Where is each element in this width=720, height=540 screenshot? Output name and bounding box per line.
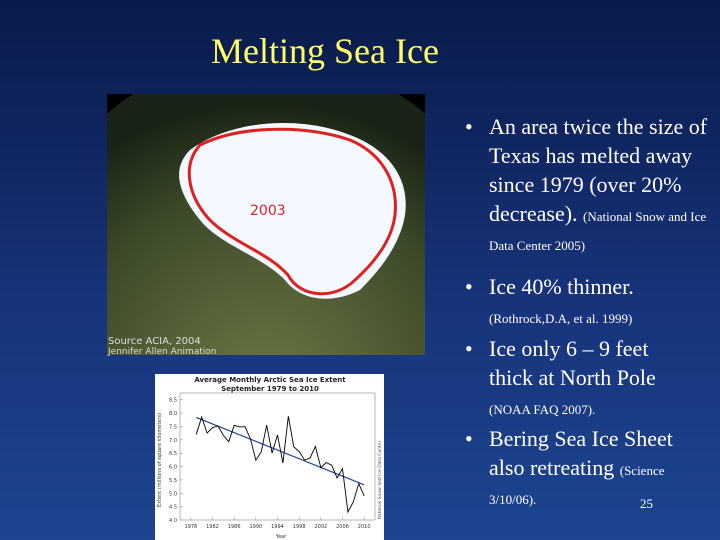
y-tick-label: 6.0 [169,465,177,471]
bullet-text: Ice only 6 – 9 feet thick at North Pole [489,336,656,390]
bullet: • Bering Sea Ice Sheet also retreating (S… [465,426,673,507]
bullet-text: Bering Sea Ice Sheet also retreating [489,426,673,480]
chart-note: National Snow and Ice Data Center [377,440,383,519]
x-tick-label: 2006 [336,524,349,530]
bullet: • An area twice the size of Texas has mel… [465,114,708,253]
y-tick-label: 7.5 [169,424,177,430]
y-tick-label: 6.5 [169,451,177,457]
bullet-source: (Rothrock,D.A, et al. 1999) [489,311,633,326]
y-tick-label: 8.0 [169,411,177,417]
x-tick-label: 1978 [184,524,197,530]
bullet: • Ice only 6 – 9 feet thick at North Pole… [465,336,656,417]
x-tick-label: 1982 [206,524,219,530]
bullet-text: Ice 40% thinner. [489,274,634,299]
x-tick-label: 1986 [228,524,241,530]
y-tick-label: 5.5 [169,478,177,484]
y-tick-label: 8.5 [169,398,177,404]
x-tick-label: 2010 [358,524,371,530]
y-axis-label: Extent (millions of square kilometers) [157,413,163,507]
bullet: • Ice 40% thinner. (Rothrock,D.A, et al. 1… [465,274,634,326]
x-tick-label: 2002 [314,524,327,530]
bullet-source: (National Snow and Ice Data Center 2005) [489,209,707,253]
x-tick-label: 1998 [293,524,306,530]
globe-credit: Jennifer Allen Animation [107,347,217,357]
page-number: 25 [640,496,653,511]
x-tick-label: 1990 [249,524,262,530]
x-tick-label: 1994 [271,524,284,530]
inset-chart: Average Monthly Arctic Sea Ice Extent Se… [155,374,384,540]
y-tick-label: 4.5 [169,505,177,511]
y-tick-label: 4.0 [169,518,177,524]
bullet-text: An area twice the size of Texas has melt… [489,114,708,226]
x-axis-label: Year [275,534,288,540]
globe-image [107,94,425,355]
bullet-source: (NOAA FAQ 2007). [489,402,596,417]
data-line [195,415,365,514]
globe-year: 2003 [250,203,286,219]
chart-subtitle: September 1979 to 2010 [221,385,319,393]
y-tick-label: 5.0 [169,491,177,497]
y-tick-label: 7.0 [169,438,177,444]
globe-credit: Source ACIA, 2004 [108,336,201,347]
chart-background [155,374,384,540]
bullet-source: (Science 3/10/06). [489,463,665,507]
slide-title: Melting Sea Ice [211,31,439,71]
chart-title: Average Monthly Arctic Sea Ice Extent [194,376,346,384]
